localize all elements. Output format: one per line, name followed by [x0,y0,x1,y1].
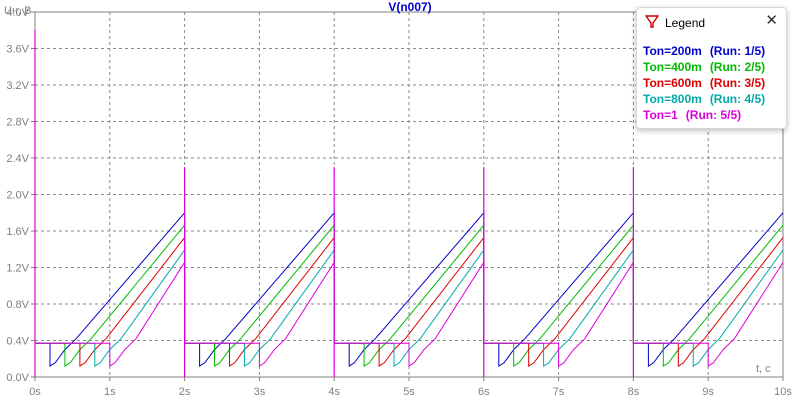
legend-run-label: (Run: 4/5) [709,92,766,106]
x-axis-label: t, с [756,363,771,375]
y-tick-label: 0.4V [6,336,29,348]
x-tick-label: 3s [254,386,266,398]
x-tick-label: 8s [628,386,640,398]
legend-item-3[interactable]: Ton=600m (Run: 3/5) [643,75,765,91]
legend-icon [645,15,659,28]
y-tick-label: 3.6V [6,44,29,56]
x-tick-label: 1s [104,386,116,398]
legend-run-label: (Run: 2/5) [709,60,766,74]
legend-list: Ton=200m (Run: 1/5) Ton=400m (Run: 2/5) Ton=… [643,43,765,123]
y-tick-label: 1.2V [6,263,29,275]
close-icon[interactable]: ✕ [765,12,778,29]
series-line-5 [35,260,784,368]
y-tick-label: 2.4V [6,153,29,165]
x-tick-label: 0s [29,386,41,398]
legend-item-2[interactable]: Ton=400m (Run: 2/5) [643,59,765,75]
legend-panel[interactable]: Legend ✕ Ton=200m (Run: 1/5) Ton=400m (Run:… [636,7,787,129]
y-tick-label: 0.8V [6,299,29,311]
y-tick-label: 0.0V [6,372,29,384]
y-axis-label: Uн, В [4,5,31,17]
plot-title: V(n007) [388,0,431,14]
x-tick-label: 10s [774,386,792,398]
x-tick-label: 4s [328,386,340,398]
x-tick-label: 2s [179,386,191,398]
x-tick-label: 5s [403,386,415,398]
legend-series-name: Ton=400m [643,60,702,74]
y-tick-label: 1.6V [6,226,29,238]
legend-run-label: (Run: 5/5) [685,108,742,122]
y-tick-label: 2.0V [6,190,29,202]
legend-series-name: Ton=800m [643,92,702,106]
legend-series-name: Ton=200m [643,44,702,58]
legend-series-name: Ton=1 [643,108,678,122]
legend-title: Legend [665,16,706,30]
trace-group [34,30,784,377]
legend-item-4[interactable]: Ton=800m (Run: 4/5) [643,91,765,107]
legend-series-name: Ton=600m [643,76,702,90]
legend-run-label: (Run: 1/5) [709,44,766,58]
x-tick-label: 6s [478,386,490,398]
y-tick-label: 3.2V [6,80,29,92]
y-tick-label: 2.8V [6,117,29,129]
legend-item-1[interactable]: Ton=200m (Run: 1/5) [643,43,765,59]
y-tick-label: 4.0V [6,7,29,19]
x-tick-label: 9s [702,386,714,398]
legend-item-5[interactable]: Ton=1 (Run: 5/5) [643,107,765,123]
tick-labels: 0s 1s 2s 3s 4s 5s 6s 7s 8s 9s 10s 0.0V 0.4V 0.8V 1.2V 1… [6,7,792,398]
x-tick-label: 7s [553,386,565,398]
legend-run-label: (Run: 3/5) [709,76,766,90]
